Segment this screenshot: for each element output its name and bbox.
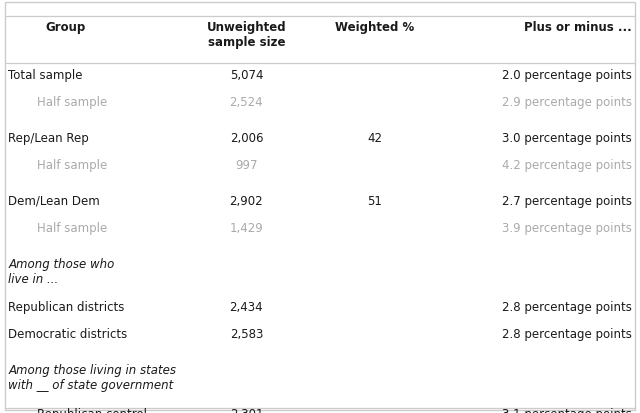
Text: 1,429: 1,429 bbox=[230, 221, 263, 234]
Text: Republican districts: Republican districts bbox=[8, 301, 125, 313]
Text: 2,524: 2,524 bbox=[230, 96, 263, 109]
Text: 2.7 percentage points: 2.7 percentage points bbox=[502, 195, 632, 207]
Text: 5,074: 5,074 bbox=[230, 69, 263, 82]
Text: 4.2 percentage points: 4.2 percentage points bbox=[502, 159, 632, 171]
Text: 2.8 percentage points: 2.8 percentage points bbox=[502, 328, 632, 340]
Text: Rep/Lean Rep: Rep/Lean Rep bbox=[8, 132, 89, 145]
Text: 51: 51 bbox=[367, 195, 382, 207]
Text: 3.1 percentage points: 3.1 percentage points bbox=[502, 407, 632, 413]
Text: Half sample: Half sample bbox=[37, 96, 108, 109]
Text: 2.8 percentage points: 2.8 percentage points bbox=[502, 301, 632, 313]
Text: Total sample: Total sample bbox=[8, 69, 83, 82]
Text: Half sample: Half sample bbox=[37, 159, 108, 171]
Text: Group: Group bbox=[46, 21, 86, 33]
Text: 997: 997 bbox=[235, 159, 258, 171]
Text: 2,902: 2,902 bbox=[230, 195, 263, 207]
Text: 3.9 percentage points: 3.9 percentage points bbox=[502, 221, 632, 234]
Text: Republican control: Republican control bbox=[37, 407, 147, 413]
Text: 2.0 percentage points: 2.0 percentage points bbox=[502, 69, 632, 82]
Text: 2,434: 2,434 bbox=[230, 301, 263, 313]
Text: Plus or minus ...: Plus or minus ... bbox=[524, 21, 632, 33]
Text: Democratic districts: Democratic districts bbox=[8, 328, 127, 340]
Text: 42: 42 bbox=[367, 132, 382, 145]
Text: Among those living in states
with __ of state government: Among those living in states with __ of … bbox=[8, 363, 177, 392]
Text: Among those who
live in ...: Among those who live in ... bbox=[8, 257, 115, 285]
FancyBboxPatch shape bbox=[5, 3, 635, 410]
Text: Weighted %: Weighted % bbox=[335, 21, 414, 33]
Text: Half sample: Half sample bbox=[37, 221, 108, 234]
Text: 3.0 percentage points: 3.0 percentage points bbox=[502, 132, 632, 145]
Text: 2,583: 2,583 bbox=[230, 328, 263, 340]
Text: Dem/Lean Dem: Dem/Lean Dem bbox=[8, 195, 100, 207]
Text: 2,006: 2,006 bbox=[230, 132, 263, 145]
Text: 2.9 percentage points: 2.9 percentage points bbox=[502, 96, 632, 109]
Text: Unweighted
sample size: Unweighted sample size bbox=[207, 21, 286, 49]
Text: 2,301: 2,301 bbox=[230, 407, 263, 413]
